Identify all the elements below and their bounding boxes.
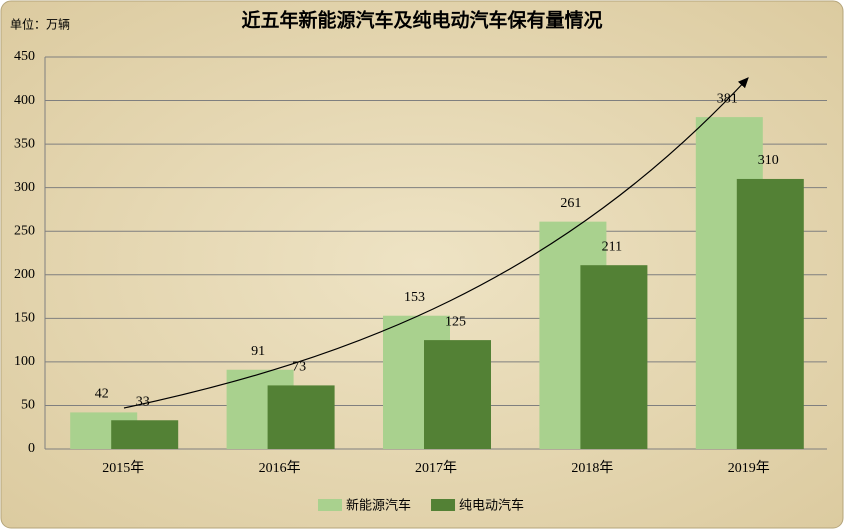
value-label: 42 — [95, 387, 109, 402]
y-tick-label: 200 — [14, 267, 35, 282]
y-axis-label: 单位：万辆 — [10, 17, 70, 32]
trend-arrow — [123, 77, 749, 409]
y-tick-label: 350 — [14, 136, 35, 151]
value-label: 153 — [404, 290, 425, 305]
y-tick-label: 150 — [14, 311, 35, 326]
bar — [736, 178, 804, 449]
bar — [267, 385, 335, 449]
x-tick-label: 2016年 — [259, 460, 301, 476]
chart-title: 近五年新能源汽车及纯电动汽车保有量情况 — [241, 8, 602, 31]
legend-label: 纯电动汽车 — [459, 498, 524, 514]
x-tick-label: 2015年 — [102, 460, 144, 476]
value-label: 211 — [602, 239, 622, 254]
legend-swatch — [318, 499, 342, 511]
value-label: 91 — [251, 344, 265, 359]
value-label: 33 — [136, 394, 150, 409]
value-label: 125 — [445, 314, 466, 329]
y-tick-label: 50 — [21, 398, 35, 413]
y-tick-label: 100 — [14, 354, 35, 369]
y-tick-label: 250 — [14, 223, 35, 238]
bar — [424, 340, 491, 449]
x-tick-label: 2019年 — [728, 460, 770, 476]
bar — [111, 420, 179, 449]
x-tick-label: 2017年 — [415, 460, 457, 476]
legend-swatch — [431, 499, 456, 511]
y-tick-label: 450 — [14, 49, 35, 64]
value-label: 261 — [560, 196, 581, 211]
value-label: 310 — [758, 153, 779, 168]
x-tick-label: 2018年 — [571, 460, 613, 476]
legend-label: 新能源汽车 — [346, 498, 411, 514]
y-tick-label: 400 — [14, 93, 35, 108]
y-tick-label: 300 — [14, 180, 35, 195]
bar — [580, 265, 648, 449]
y-tick-label: 0 — [28, 441, 35, 456]
